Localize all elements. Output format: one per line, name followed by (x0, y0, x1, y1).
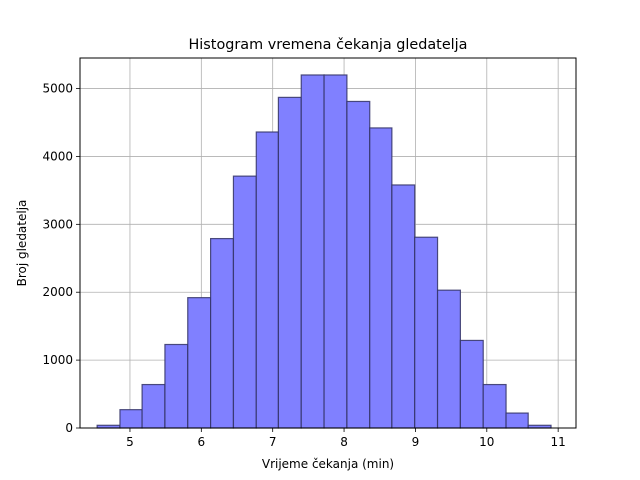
y-tick-label: 3000 (42, 217, 73, 231)
plot-frame (79, 57, 577, 429)
histogram-bar (277, 96, 302, 429)
histogram-bar (436, 289, 461, 429)
y-tick-label: 0 (65, 421, 73, 435)
histogram-bar (346, 100, 371, 429)
histogram-bar (255, 131, 279, 429)
histogram-bar (232, 175, 257, 429)
y-tick-label: 5000 (42, 82, 73, 96)
y-tick-label: 2000 (42, 285, 73, 299)
histogram-bar (459, 339, 484, 429)
histogram-bar (141, 383, 166, 429)
histogram-bar (164, 343, 189, 429)
y-axis-ticks: 0 1000 2000 3000 4000 5000 (42, 82, 80, 435)
y-tick-label: 1000 (42, 353, 73, 367)
histogram-bar (505, 412, 529, 429)
chart-title: Histogram vremena čekanja gledatelja (188, 37, 467, 53)
histogram-bar (210, 237, 235, 429)
histogram-bar (187, 297, 212, 429)
x-tick-label: 10 (479, 435, 494, 449)
y-tick-label: 4000 (42, 149, 73, 163)
x-tick-label: 8 (340, 435, 348, 449)
histogram-bars (96, 74, 552, 429)
histogram-bar (119, 409, 143, 429)
x-axis-label: Vrijeme čekanja (min) (262, 457, 394, 471)
y-axis-label: Broj gledatelja (15, 200, 29, 287)
histogram-bar (369, 127, 393, 429)
histogram-bar (482, 383, 507, 429)
histogram-bar (391, 184, 416, 429)
x-tick-label: 9 (412, 435, 420, 449)
x-tick-label: 11 (551, 435, 566, 449)
x-tick-label: 6 (198, 435, 206, 449)
x-tick-label: 7 (269, 435, 277, 449)
x-axis-ticks: 5 6 7 8 9 10 11 (126, 428, 566, 449)
histogram-bar (414, 236, 439, 429)
histogram-bar (300, 74, 325, 429)
x-tick-label: 5 (126, 435, 134, 449)
histogram-bar (323, 74, 348, 429)
